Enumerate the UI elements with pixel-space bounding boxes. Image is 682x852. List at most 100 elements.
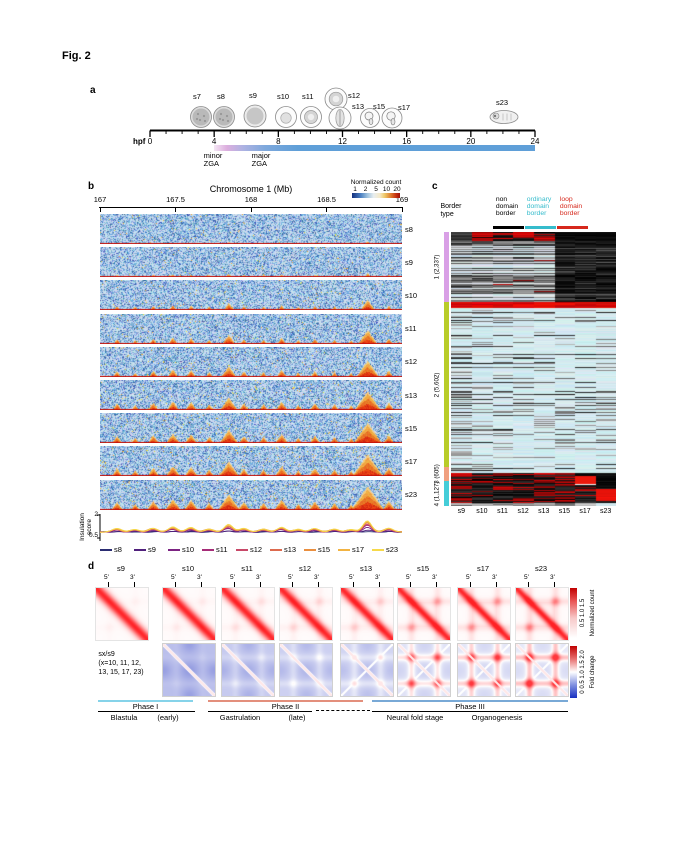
hic-strip-s10-canvas: [100, 280, 402, 310]
hic-colorbar: [352, 193, 400, 198]
chromosome-axis-title: Chromosome 1 (Mb): [210, 184, 293, 194]
phase-sub-label-gastrulation: Gastrulation: [220, 713, 260, 722]
embryo-icon-s7: [191, 107, 212, 128]
cluster-bar-2: [444, 302, 449, 467]
agg-domain-s17-canvas: [457, 587, 511, 641]
legend-label-s15: s15: [318, 545, 330, 554]
five-prime-label-s9: 5': [104, 574, 109, 581]
legend-swatch-s9: [134, 549, 146, 551]
cluster-bar-3: [444, 467, 449, 481]
stage-label-s23: s23: [496, 98, 508, 107]
border-col-label-s17: s17: [579, 508, 590, 515]
border-header-ordinary: ordinary domain border: [527, 196, 552, 217]
embryo-icon-s12: [325, 88, 347, 110]
five-prime-label-s17: 5': [466, 574, 471, 581]
phase-label-phase-ii: Phase II: [272, 702, 300, 711]
three-prime-label-s17: 3': [492, 574, 497, 581]
border-col-label-s9: s9: [458, 508, 465, 515]
mb-tickmark: [175, 207, 176, 212]
zga-timeline-bar: [214, 145, 535, 151]
border-col-label-s13: s13: [538, 508, 549, 515]
fold-change-s11-canvas: [221, 643, 275, 697]
agg-stage-label-s11: s11: [241, 564, 253, 573]
stage-label-s11: s11: [302, 92, 314, 101]
phase-label-phase-iii: Phase III: [455, 702, 485, 711]
hic-strip-s11-canvas: [100, 314, 402, 344]
legend-swatch-s8: [100, 549, 112, 551]
hic-colorbar-title: Normalized count: [351, 179, 402, 186]
legend-swatch-s13: [270, 549, 282, 551]
three-prime-label-s11: 3': [256, 574, 261, 581]
agg-stage-label-s9: s9: [117, 564, 125, 573]
five-prime-label-s10: 5': [171, 574, 176, 581]
fold-change-s17-canvas: [457, 643, 511, 697]
hic-colorbar-tick-20: 20: [393, 186, 400, 193]
legend-label-s17: s17: [352, 545, 364, 554]
agg-stage-label-s17: s17: [477, 564, 489, 573]
border-header-bar-non: [493, 226, 524, 230]
cluster-label-4: 4 (1,127): [434, 481, 441, 506]
border-col-label-s23: s23: [600, 508, 611, 515]
hic-strip-s13-canvas: [100, 380, 402, 410]
hic-colorbar-tick-10: 10: [383, 186, 390, 193]
legend-swatch-s11: [202, 549, 214, 551]
phase-sub-label-organogenesis: Organogenesis: [472, 713, 523, 722]
hic-strip-s8-canvas: [100, 214, 402, 244]
border-col-label-s10: s10: [476, 508, 487, 515]
phase-sub-label-blastula: Blastula: [111, 713, 138, 722]
mb-axis-line: [99, 207, 403, 208]
mb-tickmark: [100, 207, 101, 212]
border-header-bar-ordinary: [525, 226, 556, 230]
hic-colorbar-tick-5: 5: [374, 186, 378, 193]
legend-label-s12: s12: [250, 545, 262, 554]
mb-tick-168.5: 168.5: [317, 195, 336, 204]
legend-label-s10: s10: [182, 545, 194, 554]
hic-strip-label-s15: s15: [405, 424, 417, 433]
border-header-bar-loop: [557, 226, 588, 230]
legend-label-s8: s8: [114, 545, 122, 554]
agg-stage-label-s10: s10: [182, 564, 194, 573]
agg-stage-label-s13: s13: [360, 564, 372, 573]
agg-domain-s23-canvas: [515, 587, 569, 641]
mb-tick-168: 168: [245, 195, 258, 204]
border-type-axis-label: Border type: [440, 203, 461, 218]
three-prime-label-s23: 3': [550, 574, 555, 581]
five-prime-label-s11: 5': [230, 574, 235, 581]
agg-stage-label-s23: s23: [535, 564, 547, 573]
agg-stage-label-s15: s15: [417, 564, 429, 573]
stage-label-s8: s8: [217, 92, 225, 101]
fold-change-colorbar-ticks: 0 0.5 1.0 1.5 2.0: [580, 650, 586, 693]
legend-label-s11: s11: [216, 545, 228, 554]
fold-change-s23-canvas: [515, 643, 569, 697]
border-header-loop: loop domain border: [560, 196, 582, 217]
insulation-axis-label: Insulation score: [79, 513, 93, 541]
agg-colorbar-title: Normalized count: [590, 590, 596, 637]
fold-change-s12-canvas: [279, 643, 333, 697]
stage-label-s17: s17: [398, 103, 410, 112]
panel-c-label: c: [432, 181, 438, 192]
hic-strip-s23-canvas: [100, 480, 402, 510]
hic-strip-label-s8: s8: [405, 225, 413, 234]
three-prime-label-s9: 3': [130, 574, 135, 581]
hic-strip-label-s17: s17: [405, 457, 417, 466]
hic-strip-s15-canvas: [100, 413, 402, 443]
panel-b-label: b: [88, 181, 94, 192]
agg-domain-s13-canvas: [340, 587, 394, 641]
three-prime-label-s15: 3': [432, 574, 437, 581]
border-cluster-heatmap-canvas: [451, 232, 616, 506]
hic-strip-label-s13: s13: [405, 391, 417, 400]
mb-tickmark: [326, 207, 327, 212]
legend-swatch-s23: [372, 549, 384, 551]
embryo-icon-s10: [276, 107, 297, 128]
cluster-bar-4: [444, 481, 449, 506]
phase-gap-dashed-line: [316, 710, 370, 711]
three-prime-label-s12: 3': [314, 574, 319, 581]
five-prime-label-s23: 5': [524, 574, 529, 581]
border-col-label-s15: s15: [559, 508, 570, 515]
three-prime-label-s10: 3': [197, 574, 202, 581]
cluster-bar-1: [444, 232, 449, 302]
insulation-ytick-top: 2: [94, 511, 98, 518]
hic-strip-label-s11: s11: [405, 324, 417, 333]
ratio-definition-label: sx/s9 (x=10, 11, 12, 13, 15, 17, 23): [98, 650, 143, 677]
embryo-icon-s11: [301, 107, 322, 128]
